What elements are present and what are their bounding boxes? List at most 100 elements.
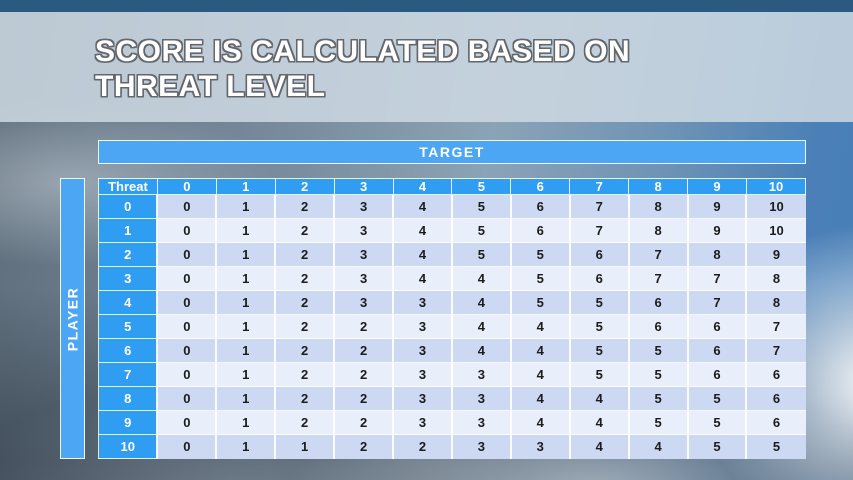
score-cell: 0 — [156, 314, 217, 339]
target-column-header: 10 — [745, 178, 807, 195]
score-cell: 4 — [568, 410, 629, 435]
page-title-line2: THREAT LEVEL — [95, 70, 326, 103]
page-title: SCORE IS CALCULATED BASED ON THREAT LEVEL — [0, 12, 853, 104]
score-cell: 7 — [686, 266, 747, 291]
score-cell: 4 — [509, 338, 570, 363]
player-row-label: 3 — [98, 266, 158, 291]
score-cell: 3 — [392, 314, 452, 339]
score-cell: 6 — [509, 218, 570, 243]
score-cell: 2 — [274, 242, 335, 267]
player-row-label: 8 — [98, 386, 158, 411]
score-cell: 4 — [450, 338, 511, 363]
score-cell: 2 — [333, 386, 394, 411]
target-column-header: 5 — [451, 178, 512, 195]
score-cell: 0 — [156, 434, 217, 459]
score-cell: 0 — [156, 338, 217, 363]
score-cell: 0 — [156, 386, 217, 411]
score-cell: 4 — [509, 410, 570, 435]
score-cell: 1 — [215, 194, 276, 219]
score-cell: 5 — [509, 242, 570, 267]
score-cell: 1 — [215, 242, 276, 267]
score-cell: 2 — [274, 338, 335, 363]
score-cell: 1 — [274, 434, 335, 459]
score-cell: 5 — [627, 410, 688, 435]
score-cell: 5 — [627, 362, 688, 387]
score-table-head: Threat 0 1 2 3 4 5 6 7 8 9 10 — [98, 178, 807, 195]
score-cell: 4 — [450, 314, 511, 339]
top-accent-strip — [0, 0, 853, 12]
score-cell: 7 — [627, 266, 688, 291]
score-cell: 6 — [686, 362, 747, 387]
score-cell: 5 — [627, 338, 688, 363]
score-cell: 2 — [333, 362, 394, 387]
score-cell: 4 — [392, 194, 452, 219]
score-cell: 2 — [274, 266, 335, 291]
target-column-header: 2 — [274, 178, 335, 195]
score-cell: 3 — [392, 338, 452, 363]
score-cell: 5 — [568, 290, 629, 315]
score-cell: 6 — [745, 386, 806, 411]
score-cell: 7 — [627, 242, 688, 267]
score-cell: 8 — [627, 218, 688, 243]
score-cell: 3 — [450, 362, 511, 387]
score-cell: 1 — [215, 290, 276, 315]
score-cell: 3 — [450, 410, 511, 435]
score-cell: 0 — [156, 242, 217, 267]
table-row: 1 0 1 2 3 4 5 6 7 8 9 10 — [98, 218, 806, 243]
score-cell: 5 — [745, 434, 806, 459]
score-cell: 4 — [509, 386, 570, 411]
target-column-header: 9 — [687, 178, 747, 195]
target-column-header: 7 — [569, 178, 630, 195]
score-cell: 3 — [392, 410, 452, 435]
player-row-label: 5 — [98, 314, 158, 339]
score-cell: 6 — [686, 314, 747, 339]
score-cell: 2 — [392, 434, 452, 459]
player-row-label: 4 — [98, 290, 158, 315]
score-cell: 3 — [509, 434, 570, 459]
score-cell: 0 — [156, 266, 217, 291]
score-cell: 3 — [333, 242, 394, 267]
table-row: 0 0 1 2 3 4 5 6 7 8 9 10 — [98, 194, 806, 219]
threat-corner-label: Threat — [98, 178, 158, 195]
score-cell: 3 — [392, 290, 452, 315]
score-cell: 2 — [274, 314, 335, 339]
score-cell: 5 — [509, 290, 570, 315]
score-cell: 4 — [627, 434, 688, 459]
score-cell: 5 — [568, 362, 629, 387]
score-cell: 5 — [450, 242, 511, 267]
score-cell: 5 — [509, 266, 570, 291]
target-column-header: 1 — [215, 178, 276, 195]
score-cell: 2 — [333, 338, 394, 363]
target-column-header: 0 — [156, 178, 217, 195]
score-cell: 6 — [745, 362, 806, 387]
score-cell: 2 — [333, 410, 394, 435]
score-cell: 6 — [509, 194, 570, 219]
score-cell: 0 — [156, 194, 217, 219]
score-cell: 6 — [627, 314, 688, 339]
score-cell: 6 — [686, 338, 747, 363]
score-cell: 6 — [745, 410, 806, 435]
score-cell: 2 — [274, 362, 335, 387]
score-cell: 0 — [156, 290, 217, 315]
score-cell: 3 — [450, 434, 511, 459]
target-column-header: 3 — [333, 178, 394, 195]
score-cell: 4 — [392, 266, 452, 291]
target-axis-label: TARGET — [419, 144, 485, 160]
score-cell: 10 — [745, 218, 806, 243]
target-column-header: 4 — [392, 178, 453, 195]
score-cell: 4 — [450, 266, 511, 291]
score-table: Threat 0 1 2 3 4 5 6 7 8 9 10 0 0 1 2 3 4 5 6 7 8 9 10 1 0 1 2 3 4 5 6… — [98, 178, 807, 459]
score-cell: 9 — [745, 242, 806, 267]
player-axis-label: PLAYER — [64, 286, 81, 351]
score-cell: 1 — [215, 362, 276, 387]
page-title-line1: SCORE IS CALCULATED BASED ON — [95, 35, 631, 68]
score-cell: 3 — [392, 362, 452, 387]
score-cell: 1 — [215, 434, 276, 459]
score-cell: 5 — [686, 410, 747, 435]
